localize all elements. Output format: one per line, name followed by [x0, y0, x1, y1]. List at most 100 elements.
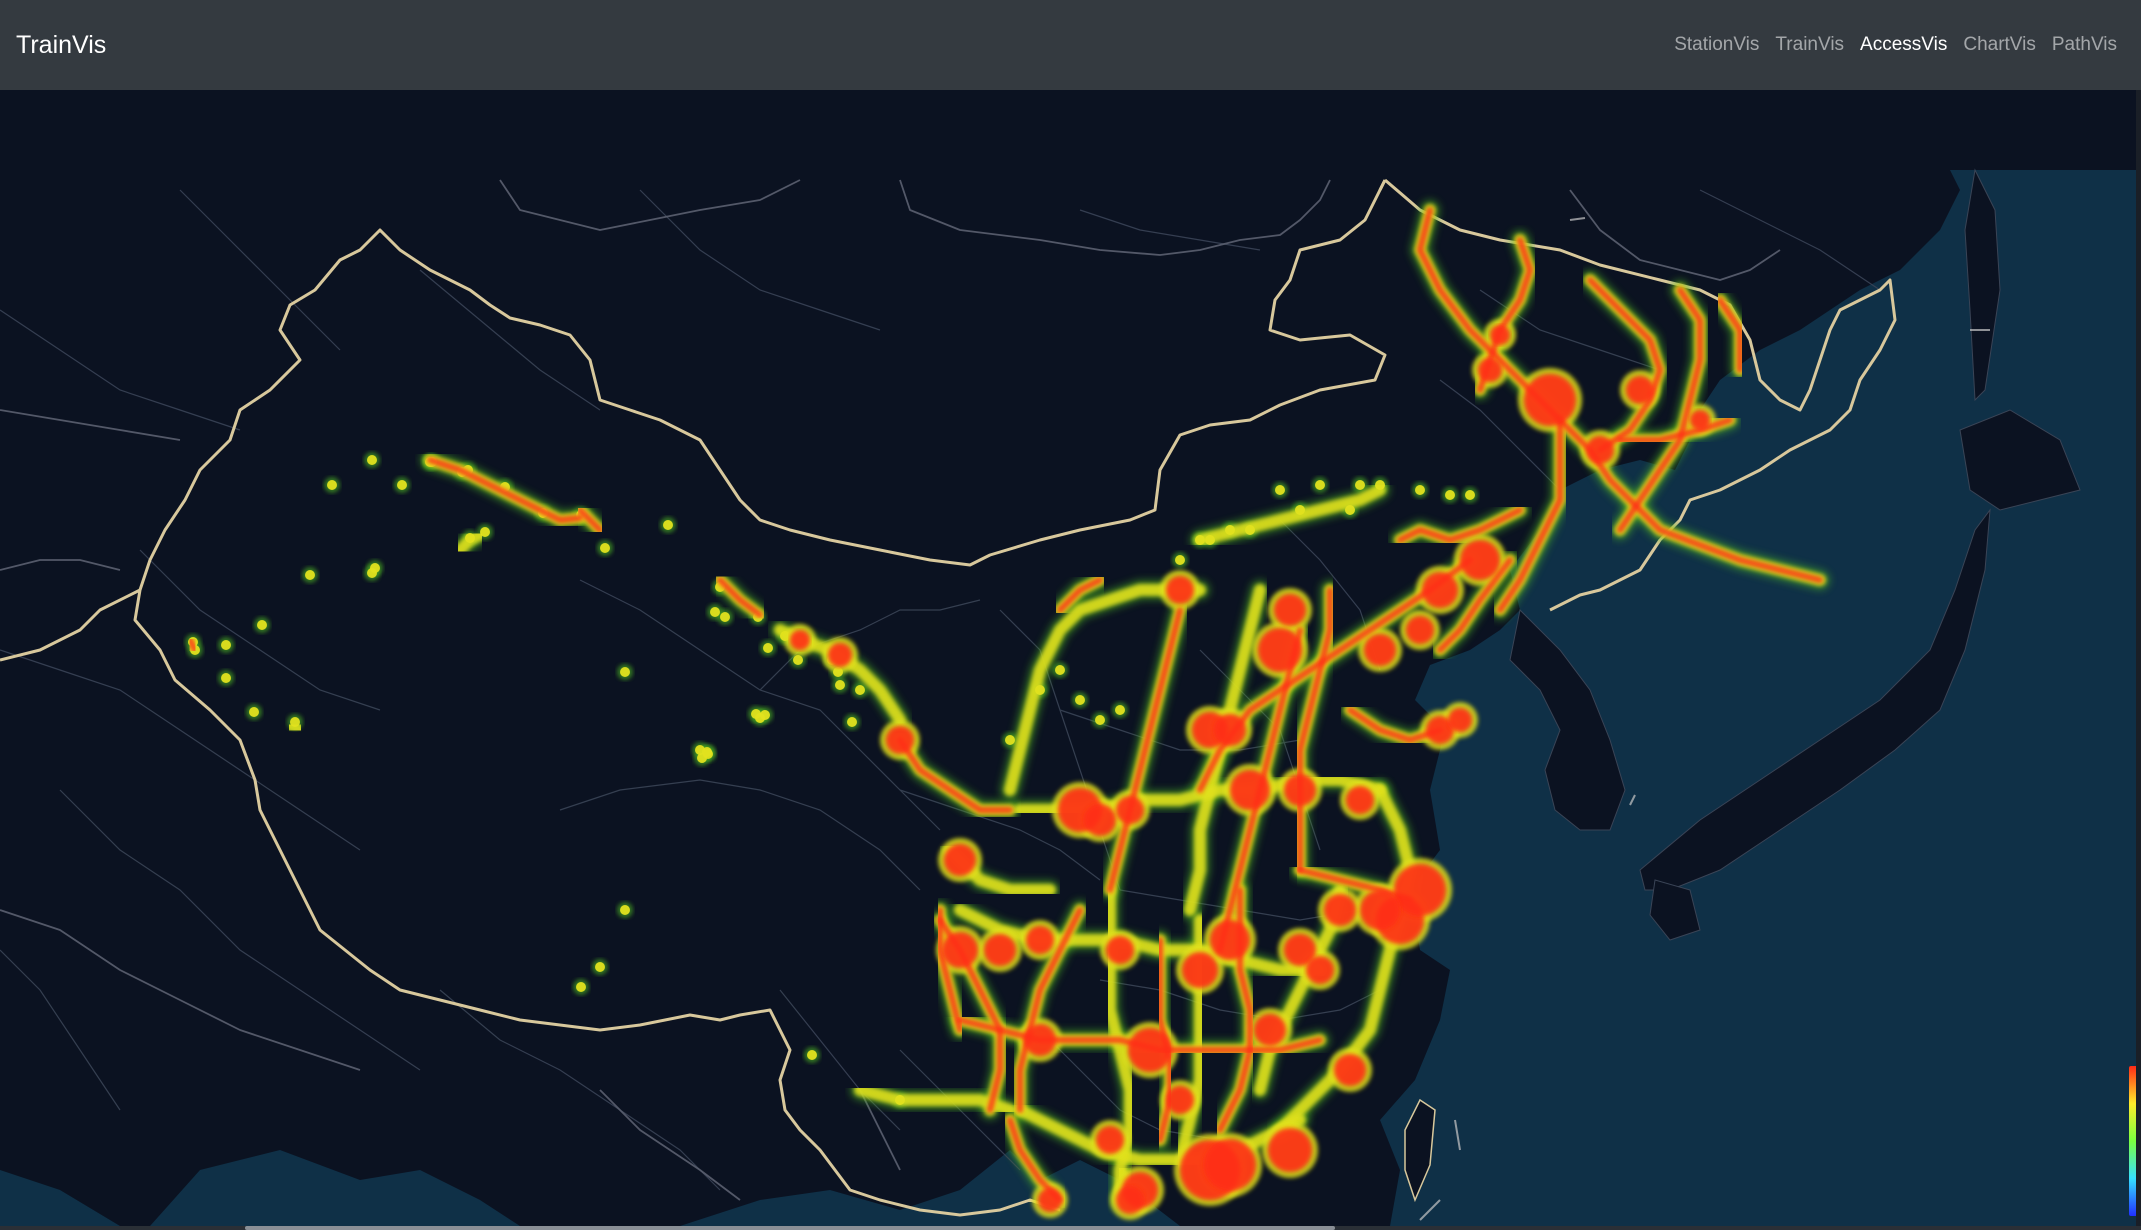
heat-corridor	[1397, 507, 1523, 543]
heat-corridor	[1497, 417, 1563, 613]
heat-point	[1306, 956, 1334, 984]
heat-point	[1394, 864, 1446, 916]
heat-point	[984, 934, 1016, 966]
heat-point	[1116, 796, 1144, 824]
heat-point	[1038, 1188, 1062, 1212]
heat-corridor	[1274, 784, 1416, 1136]
sea-route-marks	[1419, 217, 1990, 1221]
heat-point	[1315, 480, 1325, 490]
nav-accessvis[interactable]: AccessVis	[1860, 34, 1948, 55]
heat-point	[1426, 716, 1454, 744]
heat-point	[1035, 685, 1045, 695]
horizontal-scrollbar[interactable]	[0, 1226, 2141, 1230]
national-borders	[0, 178, 1897, 1217]
heat-point	[1204, 1139, 1256, 1191]
heat-point	[942, 932, 978, 968]
heat-point	[600, 543, 610, 553]
heat-point	[1225, 525, 1235, 535]
heat-point	[1075, 695, 1085, 705]
korea-peninsula	[1509, 608, 1626, 831]
nav-stationvis[interactable]: StationVis	[1674, 34, 1760, 55]
heat-point	[221, 673, 231, 683]
heat-point	[1084, 804, 1116, 836]
heat-point	[1690, 410, 1710, 430]
heat-point	[793, 655, 803, 665]
nav-pathvis[interactable]: PathVis	[2051, 34, 2117, 55]
heat-point	[855, 685, 865, 695]
heat-point	[1182, 952, 1218, 988]
heat-point	[1284, 774, 1316, 806]
heat-corridor	[1437, 557, 1513, 653]
heat-point	[663, 520, 673, 530]
heat-point	[944, 844, 976, 876]
heat-point	[1024, 1024, 1056, 1056]
heat-point	[1245, 525, 1255, 535]
heat-point	[257, 620, 267, 630]
taiwan-island	[1404, 1098, 1436, 1203]
neighbour-borders	[0, 179, 1781, 1201]
nav-chartvis[interactable]: ChartVis	[1963, 34, 2036, 55]
heat-corridor	[284, 719, 306, 736]
heat-corridor	[1347, 707, 1443, 743]
heat-corridor	[187, 637, 198, 653]
heat-point	[1095, 715, 1105, 725]
heat-point	[620, 667, 630, 677]
heat-point	[697, 753, 707, 763]
heat-point	[1175, 555, 1185, 565]
horizontal-scroll-thumb[interactable]	[245, 1226, 1335, 1230]
heat-corridor	[1057, 577, 1103, 613]
heat-corridor	[1587, 277, 1663, 453]
heat-corridor	[427, 457, 583, 523]
heat-point	[720, 612, 730, 622]
heat-point	[397, 480, 407, 490]
heat-point	[249, 707, 259, 717]
heat-point	[807, 1050, 817, 1060]
heat-point	[895, 1095, 905, 1105]
sea-bay-of-bengal	[150, 1150, 520, 1226]
vertical-scrollbar[interactable]	[2136, 90, 2141, 1230]
heat-point	[1055, 665, 1065, 675]
heat-corridor	[1107, 607, 1183, 893]
heat-point	[1026, 926, 1054, 954]
heat-point	[327, 480, 337, 490]
heat-point	[1524, 374, 1576, 426]
heat-point	[1230, 770, 1270, 810]
heat-point	[1460, 540, 1500, 580]
map-canvas[interactable]	[0, 90, 2136, 1226]
heat-point	[1360, 890, 1400, 930]
brand-logo[interactable]: TrainVis	[16, 30, 107, 59]
heat-point	[480, 527, 490, 537]
heat-corridor	[717, 577, 763, 618]
heat-corridor	[1297, 587, 1333, 873]
heat-point	[751, 709, 761, 719]
heat-point	[1334, 1054, 1366, 1086]
heat-point	[1346, 786, 1374, 814]
heat-point	[886, 726, 914, 754]
heat-point	[305, 570, 315, 580]
heat-corridor	[577, 507, 603, 533]
sea-south	[0, 1150, 1180, 1226]
heat-point	[763, 643, 773, 653]
heat-corridor	[897, 737, 1013, 813]
heat-point	[1166, 1086, 1194, 1114]
nav-trainvis[interactable]: TrainVis	[1775, 34, 1845, 55]
heat-point	[1478, 358, 1502, 382]
heat-point	[760, 710, 770, 720]
heat-point	[1275, 485, 1285, 495]
heat-point	[1295, 505, 1305, 515]
heat-point	[1268, 1128, 1312, 1172]
heat-point	[1128, 1028, 1172, 1072]
heat-point	[221, 640, 231, 650]
heat-point	[1214, 714, 1246, 746]
heat-point	[1115, 705, 1125, 715]
heat-point	[1324, 894, 1356, 926]
heat-point	[1345, 505, 1355, 515]
heat-point	[1448, 708, 1472, 732]
heatmap-layer	[180, 200, 1830, 1220]
sea-east	[1380, 170, 2136, 1226]
heat-point	[595, 962, 605, 972]
nav-menu: StationVis TrainVis AccessVis ChartVis P…	[1674, 34, 2117, 56]
japan-honshu	[1639, 508, 1991, 891]
heat-point	[1586, 436, 1614, 464]
heat-point	[1406, 616, 1434, 644]
